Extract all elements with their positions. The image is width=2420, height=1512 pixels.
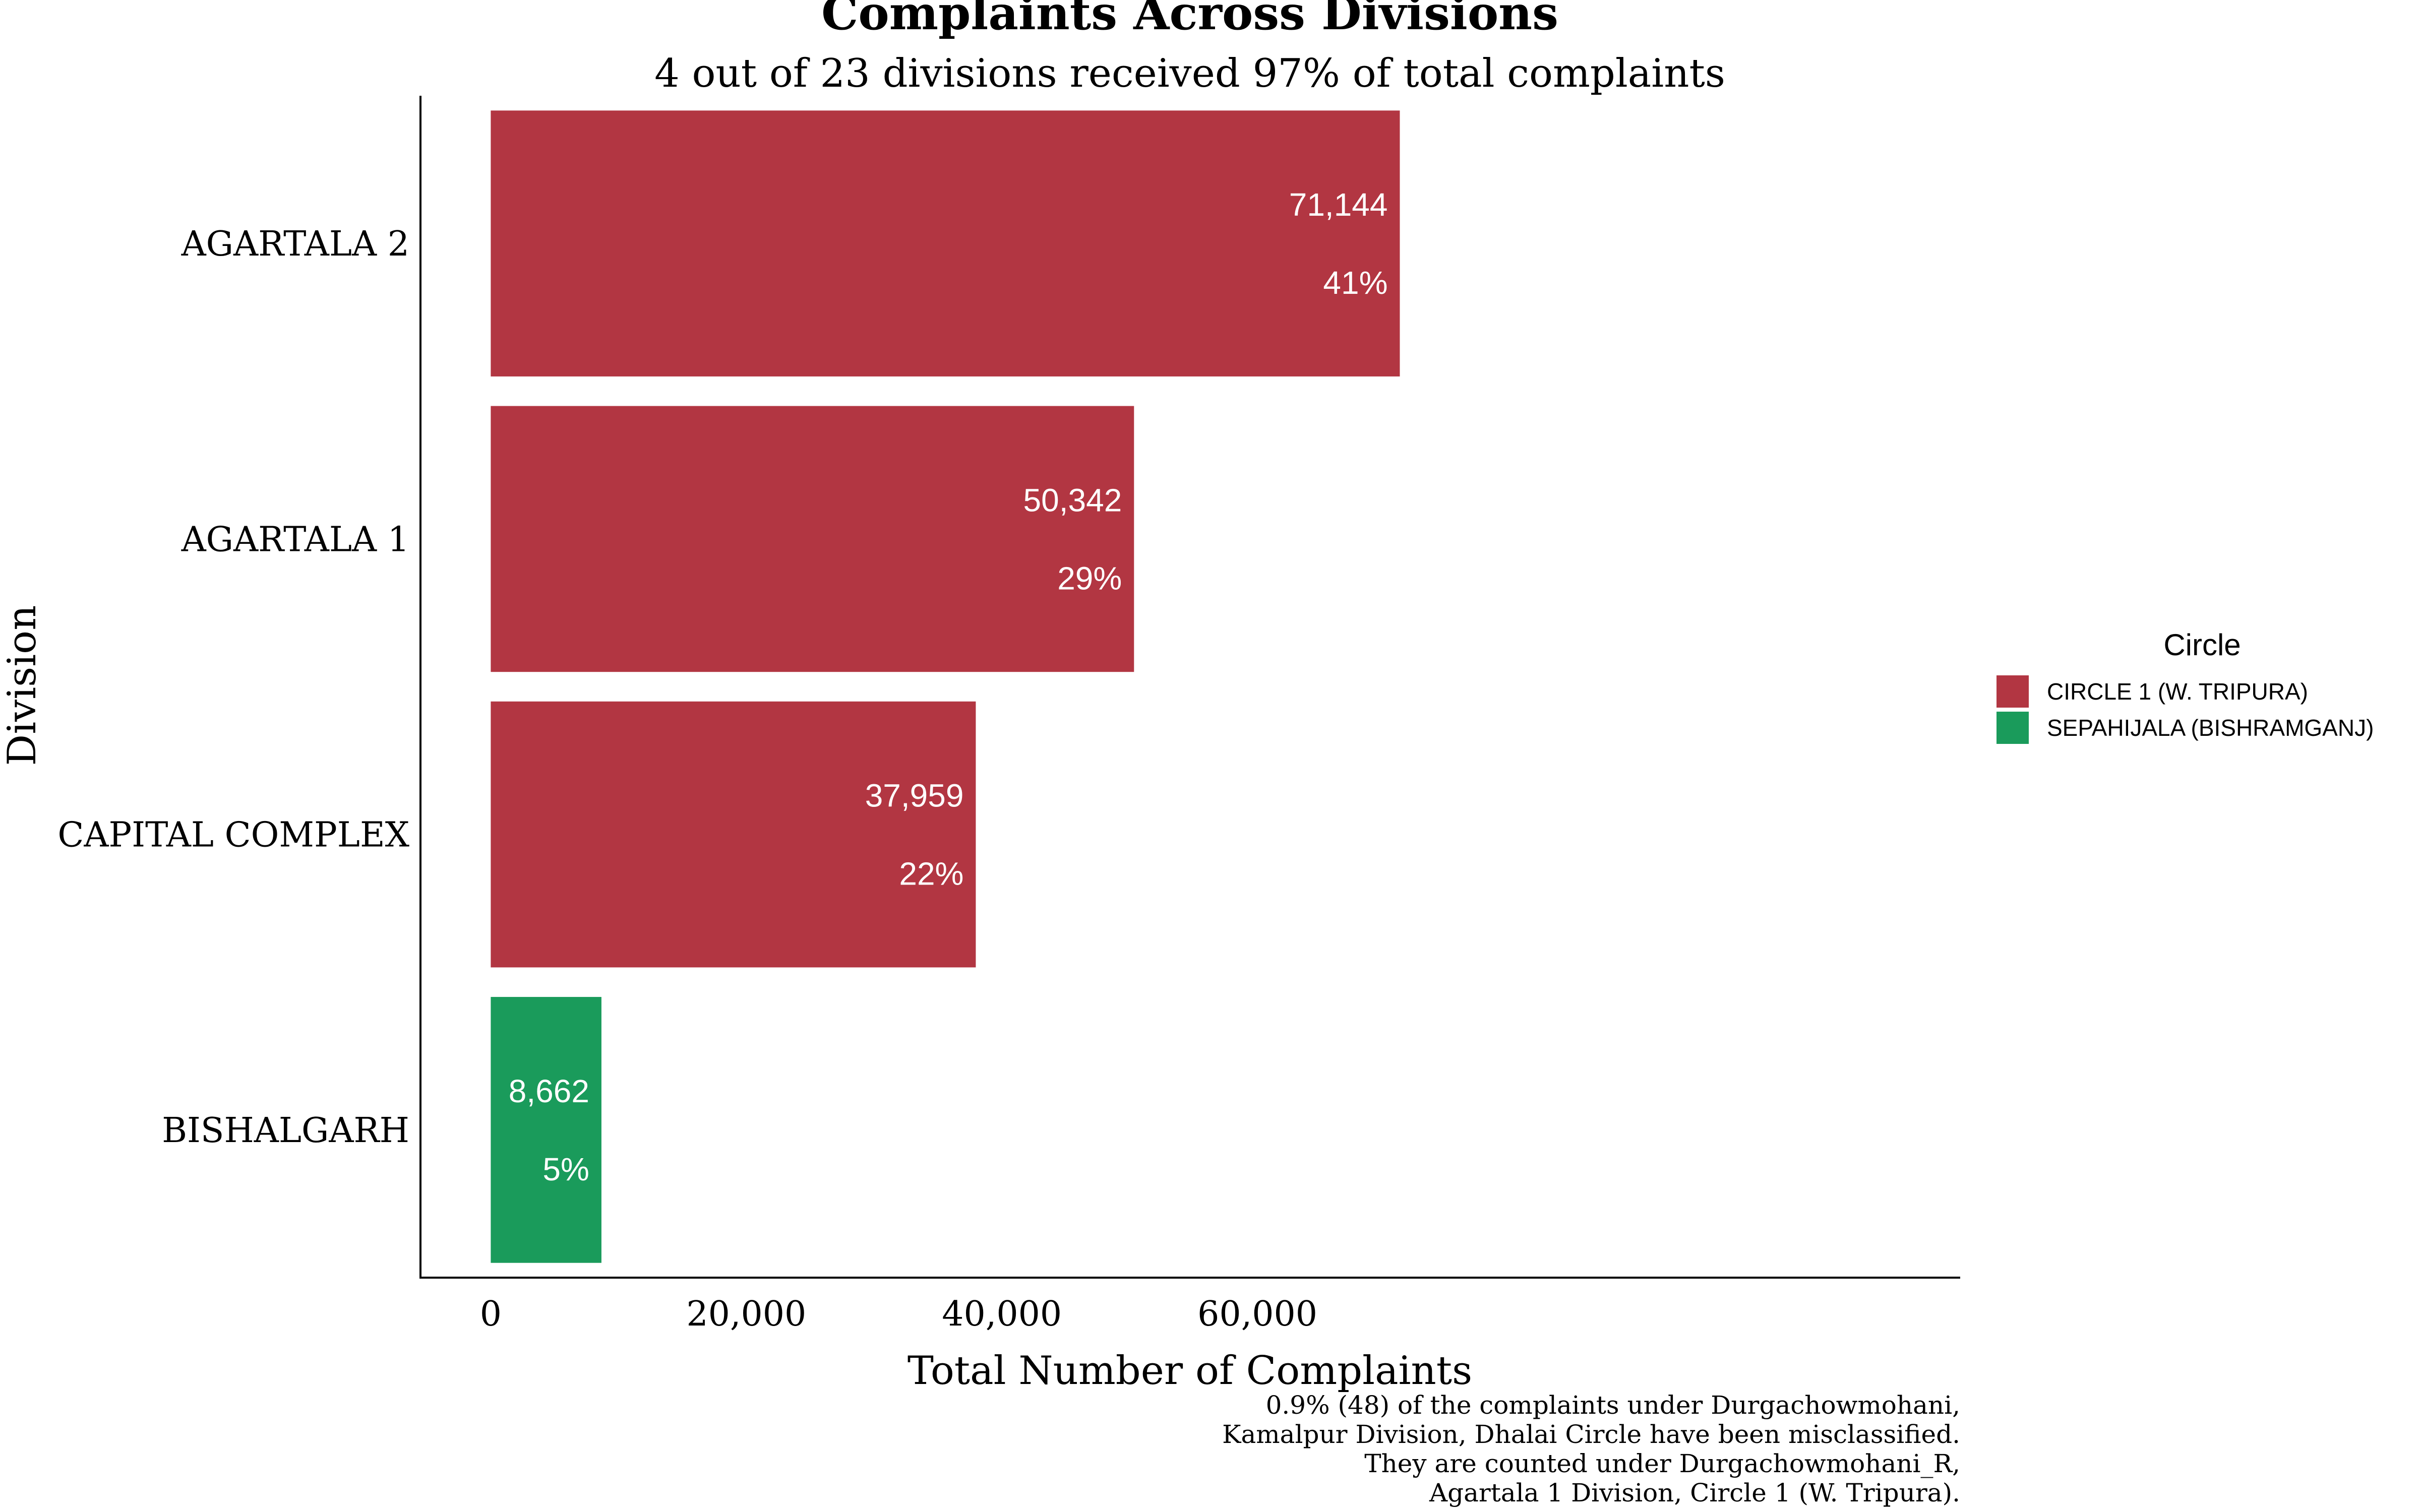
bar-percent-label: 41% <box>1323 265 1387 301</box>
legend-entries: CIRCLE 1 (W. TRIPURA) SEPAHIJALA (BISHRAM… <box>1996 675 2374 744</box>
bars-group <box>491 110 1400 1263</box>
x-axis-title: Total Number of Complaints <box>908 1348 1472 1394</box>
y-axis-title: Division <box>0 605 45 766</box>
legend-swatch <box>1996 712 2029 744</box>
x-tick-label: 40,000 <box>942 1294 1062 1334</box>
bar-agartala-2 <box>491 110 1400 376</box>
caption: 0.9% (48) of the complaints under Durgac… <box>1222 1391 1960 1507</box>
x-tick-label: 20,000 <box>686 1294 806 1334</box>
bar-agartala-1 <box>491 406 1134 672</box>
caption-line: 0.9% (48) of the complaints under Durgac… <box>1266 1391 1960 1420</box>
bar-percent-label: 5% <box>542 1151 589 1187</box>
x-tick-label: 0 <box>480 1294 502 1334</box>
x-tick-label: 60,000 <box>1197 1294 1317 1334</box>
caption-line: They are counted under Durgachowmohani_R… <box>1364 1449 1960 1478</box>
y-tick-label: CAPITAL COMPLEX <box>57 815 409 855</box>
bar-percent-label: 29% <box>1057 560 1122 596</box>
chart-title: Complaints Across Divisions <box>821 0 1558 40</box>
y-tick-label: BISHALGARH <box>162 1111 409 1151</box>
legend-label: SEPAHIJALA (BISHRAMGANJ) <box>2047 715 2374 741</box>
y-tick-label: AGARTALA 2 <box>181 224 409 264</box>
chart-subtitle: 4 out of 23 divisions received 97% of to… <box>654 51 1725 96</box>
caption-line: Agartala 1 Division, Circle 1 (W. Tripur… <box>1429 1478 1960 1507</box>
legend: Circle CIRCLE 1 (W. TRIPURA) SEPAHIJALA (… <box>1996 628 2374 744</box>
legend-title: Circle <box>2163 628 2241 662</box>
bar-bishalgarh <box>491 997 601 1263</box>
bar-labels-group: 71,144 41% 50,342 29% 37,959 22% 8,662 5% <box>509 186 1388 1187</box>
legend-label: CIRCLE 1 (W. TRIPURA) <box>2047 678 2308 705</box>
x-tick-labels-group: 0 20,000 40,000 60,000 <box>480 1294 1317 1334</box>
bar-value-label: 37,959 <box>865 778 964 814</box>
y-tick-labels-group: AGARTALA 2 AGARTALA 1 CAPITAL COMPLEX BISHA… <box>57 224 409 1151</box>
bar-percent-label: 22% <box>899 856 963 892</box>
y-tick-label: AGARTALA 1 <box>181 520 409 559</box>
bar-value-label: 71,144 <box>1289 186 1388 223</box>
caption-line: Kamalpur Division, Dhalai Circle have be… <box>1222 1420 1960 1449</box>
bar-value-label: 8,662 <box>509 1073 589 1109</box>
bar-value-label: 50,342 <box>1023 482 1122 518</box>
bar-capital-complex <box>491 701 976 968</box>
legend-swatch <box>1996 675 2029 708</box>
